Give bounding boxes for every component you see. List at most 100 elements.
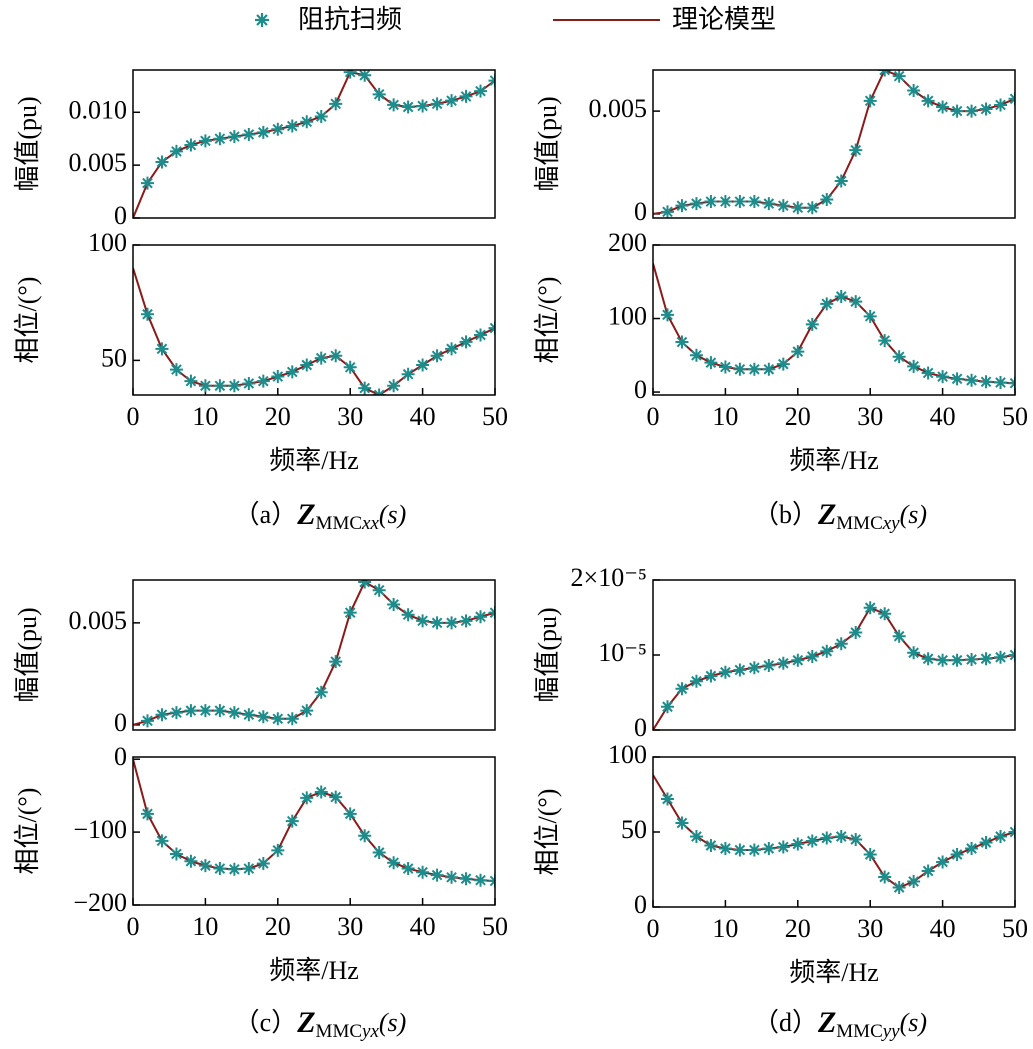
y-tick-label: 0 (634, 713, 647, 742)
y-tick-label: 100 (88, 228, 127, 257)
x-tick-label: 0 (127, 402, 140, 431)
plot-area (133, 758, 495, 888)
scan-point (459, 614, 473, 628)
model-line (653, 70, 1015, 215)
scan-point (387, 98, 401, 112)
scan-point (950, 653, 964, 667)
scan-point (256, 374, 270, 388)
scan-point (198, 379, 212, 393)
scan-point (387, 597, 401, 611)
scan-point (285, 712, 299, 726)
plot-area (653, 601, 1015, 730)
scan-point (747, 195, 761, 209)
scan-point (704, 669, 718, 683)
scan-point (169, 144, 183, 158)
caption-sub: MMC (836, 1021, 882, 1042)
caption-arg: (s) (379, 500, 406, 529)
scan-point (762, 197, 776, 211)
scan-point (660, 700, 674, 714)
scan-point (805, 201, 819, 215)
scan-point (979, 652, 993, 666)
caption-label: （b） (753, 500, 818, 529)
scan-point (184, 704, 198, 718)
scan-point (936, 653, 950, 667)
scan-point (300, 791, 314, 805)
scan-point (660, 205, 674, 218)
x-tick-label: 40 (930, 914, 956, 943)
x-tick-label: 0 (127, 912, 140, 941)
model-line (653, 774, 1015, 889)
scan-point (445, 616, 459, 630)
scan-point (242, 708, 256, 722)
scan-point (227, 706, 241, 720)
scan-point (256, 125, 270, 139)
x-tick-label: 40 (930, 402, 956, 431)
scan-point (791, 653, 805, 667)
scan-point (892, 350, 906, 364)
subplot: 50 100 0 10 20 30 40 50 相位/(°) 频率/Hz (13, 228, 508, 475)
scan-point (950, 848, 964, 861)
x-tick-label: 20 (785, 914, 811, 943)
scan-point (198, 859, 212, 873)
y-axis-label: 幅值(pu) (13, 96, 42, 191)
caption: （c）ZMMCyx(s) (234, 1006, 407, 1042)
y-tick-label: 0 (634, 197, 647, 226)
scan-point (459, 89, 473, 103)
y-tick-label: 0.010 (69, 95, 128, 124)
scan-point (343, 360, 357, 374)
scan-point (271, 122, 285, 136)
scan-point (184, 374, 198, 388)
scan-point (271, 712, 285, 726)
scan-point (791, 837, 805, 851)
y-axis-label: 相位/(°) (533, 789, 562, 876)
scan-point (430, 349, 444, 363)
scan-point (747, 661, 761, 675)
caption: （a）ZMMCxx(s) (234, 498, 407, 534)
caption: （d）ZMMCyy(s) (753, 1006, 927, 1042)
subplot: 0 100 200 0 10 20 30 40 50 相位/(°) 频率/Hz (533, 228, 1028, 475)
scan-point (965, 104, 979, 118)
scan-point (213, 132, 227, 146)
scan-point (718, 842, 732, 855)
x-tick-label: 30 (337, 912, 363, 941)
x-tick-label: 30 (857, 402, 883, 431)
x-tick-label: 50 (482, 402, 508, 431)
scan-point (660, 792, 674, 806)
plot-area (653, 70, 1015, 218)
scan-point (689, 348, 703, 362)
axis-frame (132, 579, 496, 731)
scan-point (863, 94, 877, 108)
scan-point (300, 358, 314, 372)
scan-point (271, 843, 285, 857)
axis-frame (132, 244, 496, 396)
model-line (133, 267, 495, 395)
scan-point (921, 94, 935, 108)
scan-point (169, 847, 183, 861)
scan-point (936, 100, 950, 114)
scan-point (155, 708, 169, 722)
caption-sub-var: xx (361, 513, 379, 534)
scan-point (285, 365, 299, 379)
x-tick-label: 40 (410, 402, 436, 431)
legend-label: 阻抗扫频 (298, 5, 402, 34)
scan-point (675, 682, 689, 696)
y-tick-label: 0 (634, 375, 647, 404)
scan-point (387, 856, 401, 870)
axis-frame (652, 756, 1016, 908)
scan-point (776, 840, 790, 854)
scan-point (358, 70, 372, 82)
y-tick-label: 10⁻⁵ (598, 638, 647, 667)
caption-sub: MMC (316, 513, 362, 534)
scan-point (834, 289, 848, 303)
scan-point (155, 834, 169, 848)
scan-point (762, 659, 776, 672)
scan-point (791, 201, 805, 215)
caption-sub-var: yy (881, 1021, 900, 1042)
axis-frame (652, 244, 1016, 396)
plot-area (133, 70, 495, 218)
scan-point (704, 356, 718, 370)
scan-point (184, 138, 198, 152)
scan-point (834, 830, 848, 843)
scan-point (155, 342, 169, 356)
scan-point (994, 650, 1008, 664)
